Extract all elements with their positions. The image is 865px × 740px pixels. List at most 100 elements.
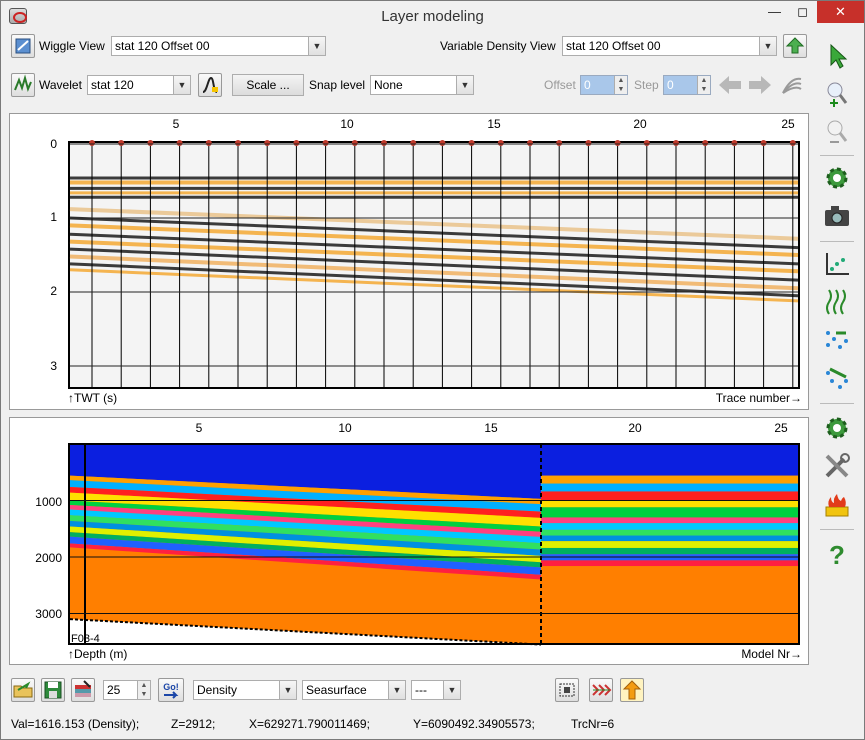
trace-marker: [264, 140, 271, 146]
trace-marker: [147, 140, 154, 146]
x-tick-label: 5: [196, 421, 203, 435]
ray-tracing-button[interactable]: [820, 325, 854, 357]
display-bounds-button[interactable]: [555, 678, 579, 702]
model-layer: [70, 543, 541, 580]
snap-level-select[interactable]: None ▼: [370, 75, 474, 95]
model-layer-right: [541, 500, 798, 508]
synthetic-button[interactable]: [820, 363, 854, 395]
depth-axis-label: ↑Depth (m): [68, 647, 127, 661]
movie-button[interactable]: [779, 73, 805, 97]
step-value: 0: [667, 78, 674, 92]
reflection-band: [69, 254, 799, 291]
property-select[interactable]: Density ▼: [193, 680, 297, 700]
y-tick-label: 3000: [35, 607, 62, 621]
previous-button[interactable]: [717, 73, 743, 97]
wiggle-view-select[interactable]: stat 120 Offset 00 ▼: [111, 36, 326, 56]
trace-marker: [235, 140, 241, 146]
pointer-button[interactable]: [820, 41, 854, 73]
properties-button[interactable]: [820, 413, 854, 445]
model-layer-right: [541, 483, 798, 492]
model-layer: [70, 536, 541, 575]
variable-density-select[interactable]: stat 120 Offset 00 ▼: [562, 36, 777, 56]
chevron-down-icon: ▼: [456, 76, 473, 94]
model-plot[interactable]: 5 10 15 20 25 1000 2000 3000 F03-4 ↑Dept…: [10, 418, 808, 664]
crossplot-icon: [826, 253, 849, 275]
y-tick-label: 3: [50, 359, 57, 373]
model-layer-right: [541, 541, 798, 548]
vd-settings-button[interactable]: [783, 34, 807, 58]
trace-marker: [293, 140, 300, 146]
seismic-reflections: [69, 176, 799, 303]
arrow-right-icon: [749, 76, 771, 94]
scale-button[interactable]: Scale ...: [232, 74, 304, 96]
offset-value: 0: [584, 78, 591, 92]
status-value: Val=1616.153 (Density);: [11, 717, 140, 731]
trace-marker: [89, 140, 95, 146]
seismic-panel[interactable]: 5 10 15 20 25 0 1 2 3 ↑TWT (s) Trace num…: [9, 113, 809, 410]
folder-open-icon: [13, 681, 33, 698]
trace-marker: [205, 140, 212, 146]
chevron-down-icon: ▼: [308, 37, 325, 55]
reflection-band: [69, 262, 799, 298]
model-edit-icon: [75, 680, 91, 697]
wavelet-edit-button[interactable]: [198, 73, 222, 97]
zoom-out-button[interactable]: [820, 117, 854, 149]
save-model-button[interactable]: [41, 678, 65, 702]
x-tick-label: 20: [633, 117, 647, 131]
model-nr-axis-label: Model Nr→: [741, 647, 802, 661]
view-settings-button[interactable]: [820, 163, 854, 195]
model-layer-right: [541, 475, 798, 484]
chevron-down-icon: ▼: [279, 681, 296, 699]
reflection-band: [69, 247, 799, 282]
extra-select[interactable]: --- ▼: [411, 680, 461, 700]
reflection-band: [69, 268, 799, 303]
chevron-down-icon: ▼: [443, 681, 460, 699]
wavelet-icon: [14, 74, 32, 93]
wiggle-display-button[interactable]: [820, 287, 854, 319]
model-count-spinbox[interactable]: 25 ▲ ▼: [103, 680, 151, 700]
model-plot-frame: [68, 443, 800, 645]
animation-icon: [782, 77, 802, 94]
offset-spinbox[interactable]: 0 ▲ ▼: [580, 75, 628, 95]
x-tick-label: 25: [781, 117, 795, 131]
rays-icon: [826, 331, 848, 349]
close-button[interactable]: ✕: [817, 1, 864, 23]
model-panel[interactable]: 5 10 15 20 25 1000 2000 3000 F03-4 ↑Dept…: [9, 417, 809, 665]
rock-physics-button[interactable]: [589, 678, 613, 702]
wiggle-settings-button[interactable]: [11, 34, 35, 58]
model-layer-right: [541, 560, 798, 567]
snapshot-button[interactable]: [820, 201, 854, 233]
help-button[interactable]: ?: [820, 539, 854, 571]
minimize-button[interactable]: —: [768, 4, 781, 19]
maximize-button[interactable]: ◻: [797, 4, 808, 19]
next-button[interactable]: [747, 73, 773, 97]
toolbar-separator: [820, 403, 854, 404]
go-button[interactable]: Go!: [158, 678, 184, 702]
step-spinbox[interactable]: 0 ▲ ▼: [663, 75, 711, 95]
arrow-left-icon: [719, 76, 741, 94]
status-y: Y=6090492.34905573;: [413, 717, 535, 731]
model-layer: [70, 486, 541, 518]
model-layer-right: [541, 517, 798, 524]
model-layer-right: [541, 491, 798, 501]
open-model-button[interactable]: [11, 678, 35, 702]
trace-marker: [760, 140, 767, 146]
model-layer-right: [541, 444, 798, 476]
burn-button[interactable]: [820, 489, 854, 521]
crossplot-button[interactable]: [820, 249, 854, 281]
trace-marker: [381, 140, 387, 146]
reference-select[interactable]: Seasurface ▼: [302, 680, 406, 700]
edit-model-button[interactable]: [71, 678, 95, 702]
flatten-up-button[interactable]: [620, 678, 644, 702]
seismic-plot[interactable]: 5 10 15 20 25 0 1 2 3 ↑TWT (s) Trace num…: [10, 114, 808, 409]
synthetic-icon: [826, 367, 848, 389]
wavelet-select[interactable]: stat 120 ▼: [87, 75, 191, 95]
reflection-band: [69, 207, 799, 241]
tools-button[interactable]: [820, 451, 854, 483]
status-x: X=629271.790011469;: [249, 717, 370, 731]
step-label: Step: [634, 78, 659, 92]
zoom-in-button[interactable]: [820, 79, 854, 111]
trace-marker: [497, 140, 504, 146]
wavelet-button[interactable]: [11, 73, 35, 97]
